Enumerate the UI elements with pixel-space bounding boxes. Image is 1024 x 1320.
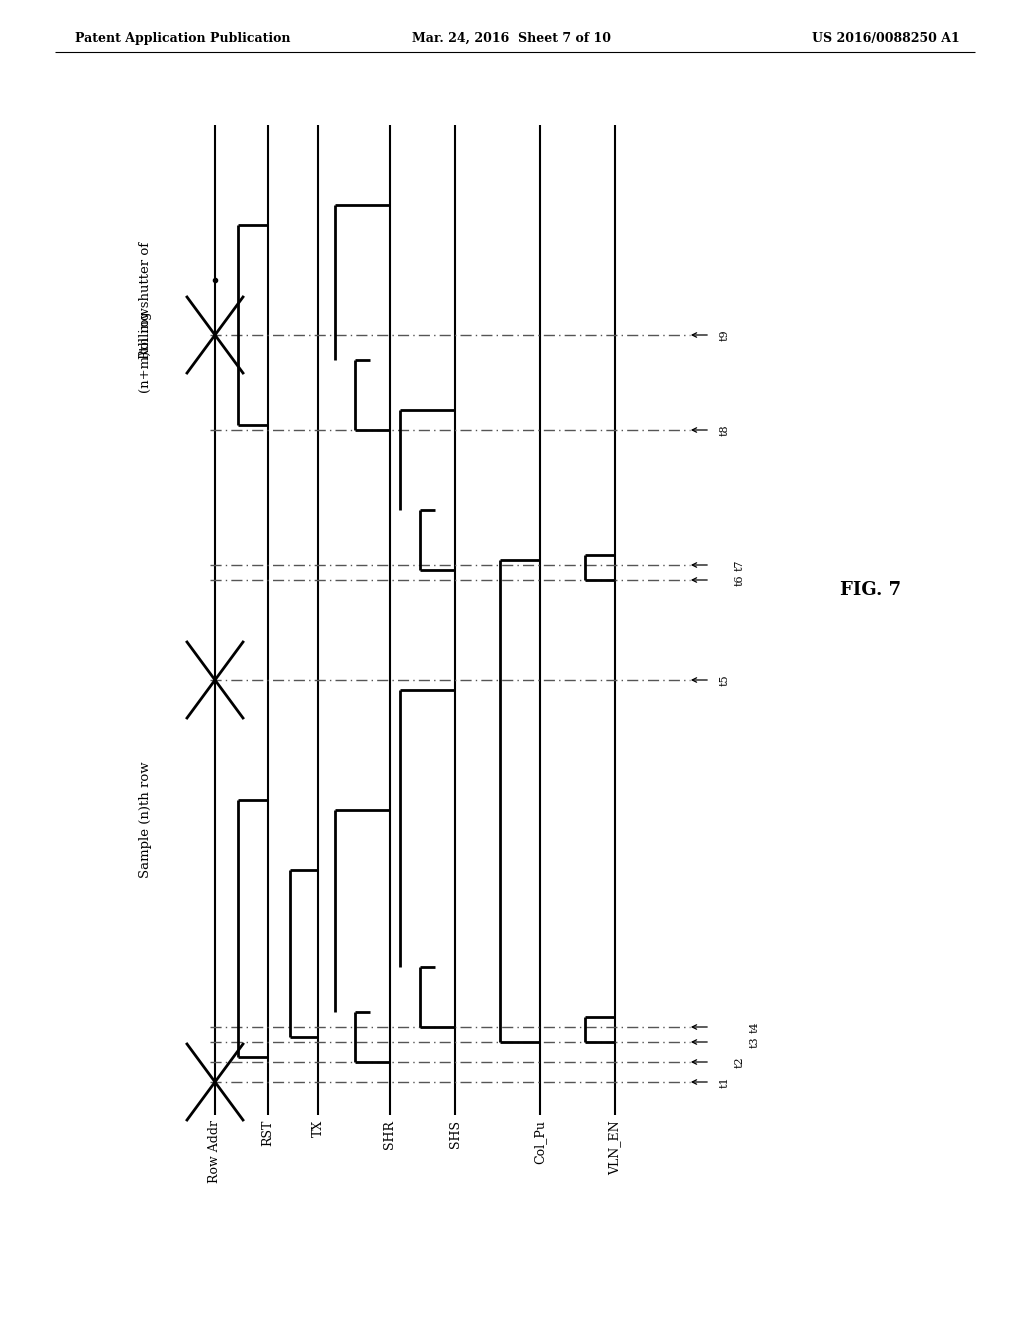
Text: SHR: SHR [384,1119,396,1148]
Text: FIG. 7: FIG. 7 [840,581,901,599]
Text: SHS: SHS [449,1119,462,1148]
Text: Mar. 24, 2016  Sheet 7 of 10: Mar. 24, 2016 Sheet 7 of 10 [413,32,611,45]
Text: Rolling shutter of: Rolling shutter of [138,242,152,359]
Text: Patent Application Publication: Patent Application Publication [75,32,291,45]
Text: t1: t1 [720,1076,730,1088]
Text: Sample (n)th row: Sample (n)th row [138,762,152,878]
Text: (n+m)th row: (n+m)th row [138,308,152,393]
Text: t4: t4 [750,1022,760,1032]
Text: t5: t5 [720,675,730,686]
Text: VLN_EN: VLN_EN [608,1119,622,1175]
Text: t2: t2 [735,1056,745,1068]
Text: t6: t6 [735,574,745,586]
Text: RST: RST [261,1119,274,1146]
Text: Col_Pu: Col_Pu [534,1119,547,1164]
Text: t8: t8 [720,424,730,436]
Text: Row Addr: Row Addr [209,1119,221,1183]
Text: US 2016/0088250 A1: US 2016/0088250 A1 [812,32,961,45]
Text: t3: t3 [750,1036,760,1048]
Text: t9: t9 [720,329,730,341]
Text: TX: TX [311,1119,325,1138]
Text: t7: t7 [735,560,745,570]
